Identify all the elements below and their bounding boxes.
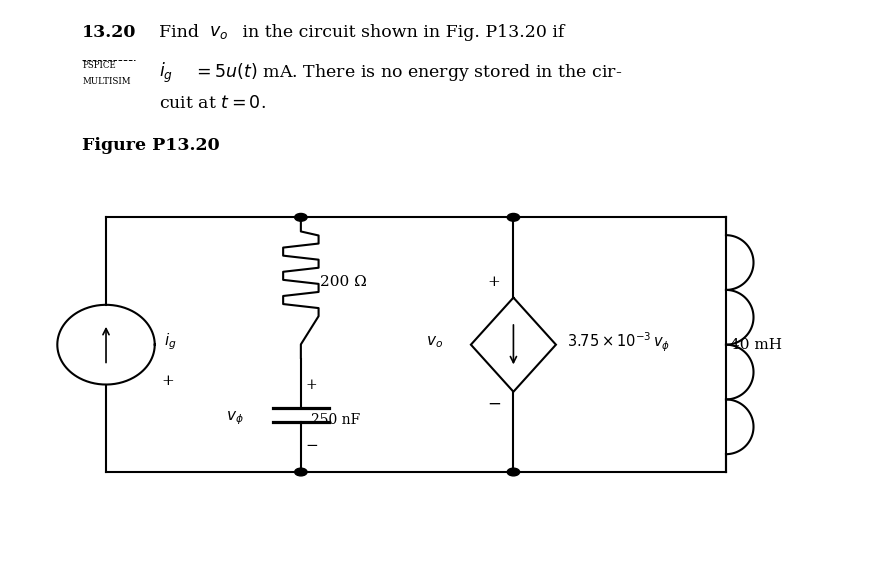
Text: $v_o$: $v_o$ bbox=[209, 24, 228, 40]
Circle shape bbox=[295, 468, 307, 476]
Text: +: + bbox=[162, 374, 174, 388]
Text: −: − bbox=[305, 439, 318, 453]
Text: cuit at $t = 0$.: cuit at $t = 0$. bbox=[159, 95, 266, 112]
Text: 40 mH: 40 mH bbox=[730, 338, 782, 352]
Text: −: − bbox=[487, 396, 501, 413]
Text: $i_g$: $i_g$ bbox=[164, 332, 176, 352]
Text: +: + bbox=[305, 378, 316, 392]
Text: +: + bbox=[487, 275, 501, 289]
Text: PSPICE: PSPICE bbox=[82, 61, 116, 70]
Text: 200 Ω: 200 Ω bbox=[320, 275, 367, 289]
Text: Find: Find bbox=[159, 24, 205, 40]
Text: in the circuit shown in Fig. P13.20 if: in the circuit shown in Fig. P13.20 if bbox=[237, 24, 564, 40]
Circle shape bbox=[507, 468, 519, 476]
Text: $v_\phi$: $v_\phi$ bbox=[225, 409, 243, 427]
Text: $i_g$: $i_g$ bbox=[159, 61, 173, 85]
Text: MULTISIM: MULTISIM bbox=[82, 77, 131, 86]
Text: $3.75 \times 10^{-3}\,v_\phi$: $3.75 \times 10^{-3}\,v_\phi$ bbox=[567, 330, 670, 353]
Text: 13.20: 13.20 bbox=[82, 24, 137, 40]
Text: 250 nF: 250 nF bbox=[311, 413, 361, 427]
Text: $= 5u(t)$ mA. There is no energy stored in the cir-: $= 5u(t)$ mA. There is no energy stored … bbox=[189, 61, 623, 83]
Text: $v_o$: $v_o$ bbox=[426, 334, 443, 350]
Text: Figure P13.20: Figure P13.20 bbox=[82, 137, 220, 154]
Circle shape bbox=[295, 214, 307, 221]
Circle shape bbox=[507, 214, 519, 221]
